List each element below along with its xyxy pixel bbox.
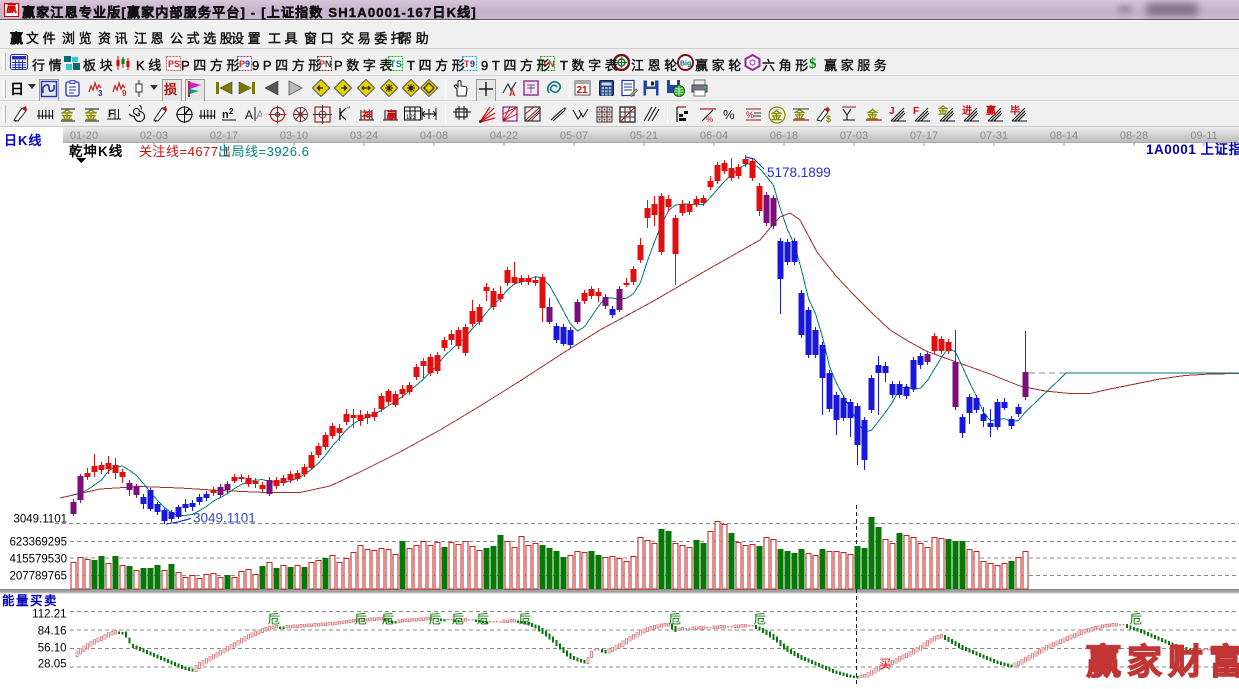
svg-text:买: 买 [879,658,892,672]
svg-text:1A0001 上证指数: 1A0001 上证指数 [1146,141,1239,157]
svg-text:A: A [509,88,516,97]
svg-text:乾坤K线: 乾坤K线 [69,143,123,159]
svg-text:3049.1101: 3049.1101 [193,511,256,526]
svg-text:02-03: 02-03 [140,130,168,142]
svg-text:123: 123 [406,115,417,121]
svg-text:3: 3 [98,89,103,97]
svg-text:207789765: 207789765 [9,571,67,583]
svg-text:02-17: 02-17 [210,130,238,142]
svg-text:金: 金 [60,107,74,122]
svg-text:03-10: 03-10 [280,130,308,142]
svg-text:07-31: 07-31 [980,130,1008,142]
svg-text:T: T [464,59,470,69]
svg-text:415579530: 415579530 [9,554,67,566]
svg-text:04-08: 04-08 [420,130,448,142]
svg-text:08-14: 08-14 [1050,130,1078,142]
svg-text:%: % [723,107,735,122]
svg-text:N: N [548,59,555,69]
svg-text:9: 9 [470,59,475,69]
svg-text:损: 损 [164,82,177,97]
svg-text:卮: 卮 [355,613,368,627]
svg-text:%: % [746,110,754,120]
svg-text:$: $ [809,56,817,70]
svg-text:卮: 卮 [669,613,682,627]
svg-text:3049.1101: 3049.1101 [13,514,67,526]
svg-text:05-07: 05-07 [560,130,588,142]
svg-text:A: A [256,108,262,122]
svg-text:赢: 赢 [986,105,996,117]
svg-text:08-28: 08-28 [1120,130,1148,142]
svg-text:P: P [239,59,245,69]
svg-text:卮: 卮 [1130,613,1143,627]
svg-text:623369295: 623369295 [9,537,67,549]
svg-text:赢: 赢 [386,108,397,122]
svg-text:07-03: 07-03 [840,130,868,142]
svg-text:03-24: 03-24 [350,130,378,142]
svg-text:Big: Big [680,61,691,68]
svg-text:04-22: 04-22 [490,130,518,142]
svg-text:卮: 卮 [268,613,281,627]
svg-text:卮: 卮 [519,613,532,627]
svg-text:2: 2 [229,107,234,116]
svg-text:关注线=4677.1: 关注线=4677.1 [139,144,230,159]
svg-text:N: N [325,59,332,69]
svg-text:84.16: 84.16 [38,626,67,638]
svg-text:A: A [245,108,253,122]
svg-text:F: F [108,108,115,120]
svg-text:能量买卖: 能量买卖 [2,593,58,608]
svg-text:金: 金 [793,107,806,121]
svg-text:5178.1899: 5178.1899 [767,165,831,180]
svg-text:%: % [706,115,713,124]
svg-text:神: 神 [362,108,373,122]
svg-text:n: n [222,109,229,121]
svg-text:出局线=3926.6: 出局线=3926.6 [218,144,309,159]
svg-text:P: P [319,59,325,69]
svg-text:P: P [168,59,174,69]
svg-text:05-21: 05-21 [630,130,658,142]
svg-text:卮: 卮 [452,613,465,627]
svg-text:卮: 卮 [382,613,395,627]
svg-text:日K线: 日K线 [4,133,42,148]
svg-text:09-11: 09-11 [1190,130,1217,142]
svg-text:卮: 卮 [754,613,767,627]
svg-text:T: T [390,59,396,69]
svg-text:毕: 毕 [1010,105,1020,117]
svg-text:07-17: 07-17 [910,130,938,142]
svg-text:卮: 卮 [429,613,442,627]
svg-text:赢家财富网: 赢家财富网 [1086,642,1239,682]
svg-text:06-04: 06-04 [700,130,728,142]
svg-text:金: 金 [937,105,949,117]
svg-text:": " [347,105,350,115]
svg-text:S: S [174,59,180,69]
svg-text:金: 金 [84,107,98,122]
svg-text:进: 进 [962,105,972,117]
svg-text:卮: 卮 [477,613,490,627]
svg-text:T: T [542,59,548,69]
svg-text:F: F [913,106,919,117]
svg-text:9: 9 [122,89,127,97]
svg-text:21: 21 [577,85,589,96]
svg-text:S: S [396,59,402,69]
svg-text:112.21: 112.21 [32,609,66,621]
svg-text:06-18: 06-18 [770,130,798,142]
svg-text:J: J [889,106,895,117]
svg-text:01-20: 01-20 [70,130,98,142]
svg-text:9: 9 [245,59,250,69]
svg-text:28.05: 28.05 [38,659,67,671]
svg-text:金: 金 [770,108,783,122]
svg-text:$: $ [826,114,831,123]
svg-text:金: 金 [866,107,879,121]
svg-text:56.10: 56.10 [38,643,67,655]
